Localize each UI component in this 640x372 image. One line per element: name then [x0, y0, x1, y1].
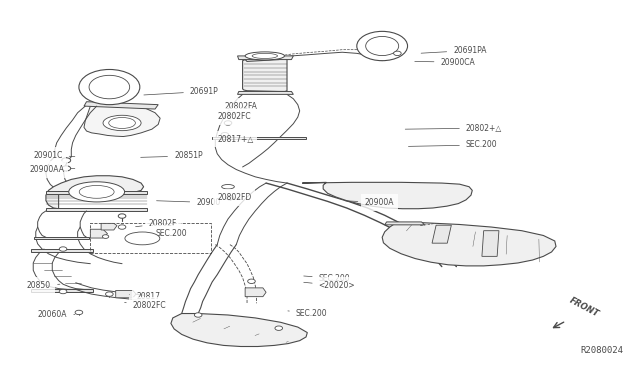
Circle shape [89, 76, 130, 99]
Text: 20900AA: 20900AA [29, 165, 75, 174]
Ellipse shape [109, 118, 136, 128]
Circle shape [118, 214, 126, 218]
Polygon shape [46, 176, 143, 209]
Text: 20802FC: 20802FC [217, 112, 251, 121]
Text: SEC.200: SEC.200 [408, 141, 497, 150]
Text: 20850: 20850 [27, 281, 60, 290]
Circle shape [224, 121, 232, 125]
Polygon shape [84, 105, 160, 137]
Polygon shape [385, 222, 425, 225]
Circle shape [226, 196, 234, 200]
Polygon shape [243, 58, 287, 92]
Text: 20817: 20817 [129, 292, 160, 301]
Circle shape [195, 313, 202, 317]
Ellipse shape [79, 186, 114, 198]
Polygon shape [31, 289, 93, 292]
Text: 20900A: 20900A [345, 198, 394, 207]
Circle shape [248, 279, 255, 283]
Text: SEC.200: SEC.200 [139, 229, 187, 238]
Polygon shape [237, 56, 293, 60]
Text: 20802FD: 20802FD [217, 193, 252, 202]
Text: 20900CA: 20900CA [415, 58, 476, 67]
Text: 20691P: 20691P [144, 87, 219, 96]
Circle shape [275, 326, 283, 330]
Text: 20802FC: 20802FC [125, 301, 166, 310]
Polygon shape [35, 237, 89, 239]
Circle shape [365, 36, 399, 55]
Polygon shape [482, 231, 499, 256]
Ellipse shape [125, 232, 160, 245]
Circle shape [60, 289, 67, 294]
Polygon shape [101, 223, 117, 230]
Text: R2080024: R2080024 [580, 346, 623, 355]
Text: 20802+△: 20802+△ [405, 124, 502, 132]
Circle shape [118, 225, 126, 229]
Circle shape [60, 247, 67, 251]
Polygon shape [171, 314, 307, 346]
Text: 20691PA: 20691PA [421, 46, 487, 55]
Polygon shape [245, 288, 266, 296]
Text: 20802F: 20802F [136, 219, 177, 228]
Polygon shape [302, 182, 472, 209]
Circle shape [62, 166, 70, 171]
Polygon shape [382, 223, 556, 266]
Text: 20900: 20900 [157, 198, 221, 207]
Text: 20851P: 20851P [141, 151, 203, 160]
Circle shape [102, 235, 109, 238]
Polygon shape [237, 92, 293, 94]
Text: 20060A: 20060A [38, 311, 75, 320]
Circle shape [356, 31, 408, 61]
Text: <20020>: <20020> [304, 281, 355, 290]
Ellipse shape [252, 53, 278, 58]
Circle shape [79, 70, 140, 105]
Text: SEC.200: SEC.200 [288, 309, 328, 318]
Text: 20802FA: 20802FA [225, 102, 258, 110]
Circle shape [62, 158, 70, 163]
Text: SEC.200: SEC.200 [304, 274, 350, 283]
Polygon shape [116, 291, 136, 298]
Polygon shape [46, 192, 147, 195]
Ellipse shape [103, 115, 141, 131]
Circle shape [221, 132, 228, 137]
Polygon shape [432, 225, 451, 243]
Polygon shape [46, 208, 147, 211]
Polygon shape [212, 137, 306, 139]
Ellipse shape [245, 52, 284, 60]
Ellipse shape [221, 185, 234, 189]
Circle shape [394, 51, 401, 55]
Circle shape [75, 310, 83, 315]
Circle shape [106, 292, 113, 296]
Polygon shape [84, 102, 158, 109]
Text: 20901C: 20901C [33, 151, 75, 160]
Circle shape [227, 110, 235, 115]
Polygon shape [90, 229, 108, 238]
Polygon shape [31, 249, 93, 252]
Text: 20817+△: 20817+△ [217, 135, 253, 144]
Ellipse shape [68, 182, 125, 202]
Text: FRONT: FRONT [568, 296, 600, 319]
